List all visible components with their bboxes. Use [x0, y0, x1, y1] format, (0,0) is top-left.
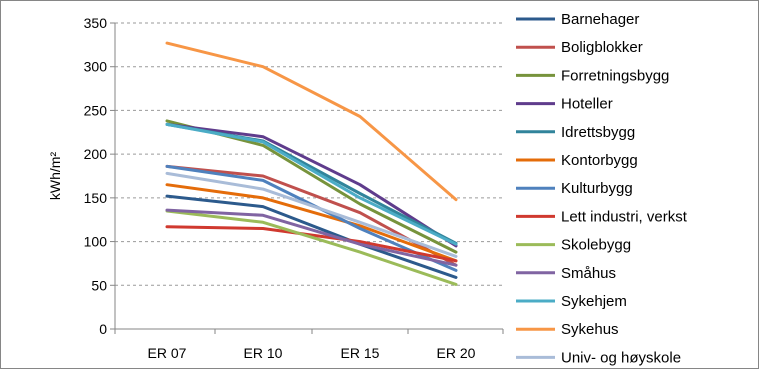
- y-tick-label: 300: [84, 59, 108, 75]
- axis-layer: 0 50 100 150 200 250 300 350 ER 07 ER 10 ER 15 ER 2…: [84, 15, 504, 361]
- x-tick-label: ER 15: [341, 345, 380, 361]
- legend-label-5: Kontorbygg: [561, 152, 638, 169]
- series-line-5: [165, 183, 458, 263]
- x-tick-label: ER 20: [437, 345, 476, 361]
- y-tick-label: 100: [84, 234, 108, 250]
- legend-label-9: Småhus: [561, 265, 616, 282]
- y-axis-label: kWh/m²: [47, 152, 63, 201]
- legend: Barnehager Boligblokker Forretningsbygg Hot…: [516, 11, 688, 366]
- y-tick-label: 0: [99, 321, 107, 337]
- y-tick-label: 50: [91, 277, 107, 293]
- legend-label-3: Hoteller: [561, 96, 613, 113]
- legend-label-2: Forretningsbygg: [561, 67, 669, 84]
- y-tick-label: 250: [84, 102, 108, 118]
- legend-label-6: Kulturbygg: [561, 180, 633, 197]
- y-tick-label: 350: [84, 15, 108, 31]
- legend-label-8: Skolebygg: [561, 237, 631, 254]
- legend-label-4: Idrettsbygg: [561, 124, 635, 141]
- series-line-11: [165, 41, 458, 202]
- legend-label-11: Sykehus: [561, 321, 619, 338]
- series-line-8: [165, 209, 458, 286]
- series-line-7: [165, 225, 458, 263]
- x-tick-label: ER 10: [244, 345, 283, 361]
- y-tick-label: 150: [84, 190, 108, 206]
- x-tick-label: ER 07: [148, 345, 187, 361]
- series-layer: [165, 41, 458, 286]
- y-tick-label: 200: [84, 146, 108, 162]
- legend-label-10: Sykehjem: [561, 293, 627, 310]
- series-line-3: [165, 122, 458, 248]
- series-line-10: [165, 122, 458, 246]
- legend-label-1: Boligblokker: [561, 39, 643, 56]
- legend-label-7: Lett industri, verkst: [561, 208, 688, 225]
- series-line-12: [165, 171, 458, 258]
- grid-layer: [115, 22, 503, 286]
- legend-label-0: Barnehager: [561, 11, 639, 28]
- series-line-0: [165, 194, 458, 279]
- series-line-9: [165, 208, 458, 267]
- legend-label-12: Univ- og høyskole: [561, 349, 681, 366]
